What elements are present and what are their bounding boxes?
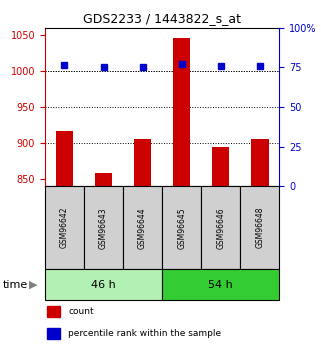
Bar: [45, 186, 84, 269]
Text: ▶: ▶: [29, 280, 37, 289]
Bar: [47, 328, 60, 339]
Text: time: time: [3, 280, 29, 289]
Text: GSM96646: GSM96646: [216, 207, 225, 248]
Bar: [56, 131, 73, 186]
Bar: [84, 186, 123, 269]
Text: GSM96644: GSM96644: [138, 207, 147, 248]
Bar: [240, 186, 279, 269]
Text: count: count: [68, 307, 94, 316]
Bar: [212, 147, 230, 186]
Text: 54 h: 54 h: [208, 280, 233, 289]
Bar: [162, 186, 201, 269]
Bar: [173, 38, 190, 186]
Bar: [123, 186, 162, 269]
Bar: [134, 139, 152, 186]
Title: GDS2233 / 1443822_s_at: GDS2233 / 1443822_s_at: [83, 12, 241, 25]
Text: GSM96648: GSM96648: [255, 207, 264, 248]
Bar: [251, 139, 269, 186]
Bar: [47, 306, 60, 317]
Text: GSM96643: GSM96643: [99, 207, 108, 248]
Bar: [201, 186, 240, 269]
Bar: [45, 269, 162, 300]
Text: GSM96642: GSM96642: [60, 207, 69, 248]
Bar: [162, 269, 279, 300]
Text: percentile rank within the sample: percentile rank within the sample: [68, 329, 221, 338]
Text: 46 h: 46 h: [91, 280, 116, 289]
Bar: [95, 173, 112, 186]
Text: GSM96645: GSM96645: [177, 207, 186, 248]
